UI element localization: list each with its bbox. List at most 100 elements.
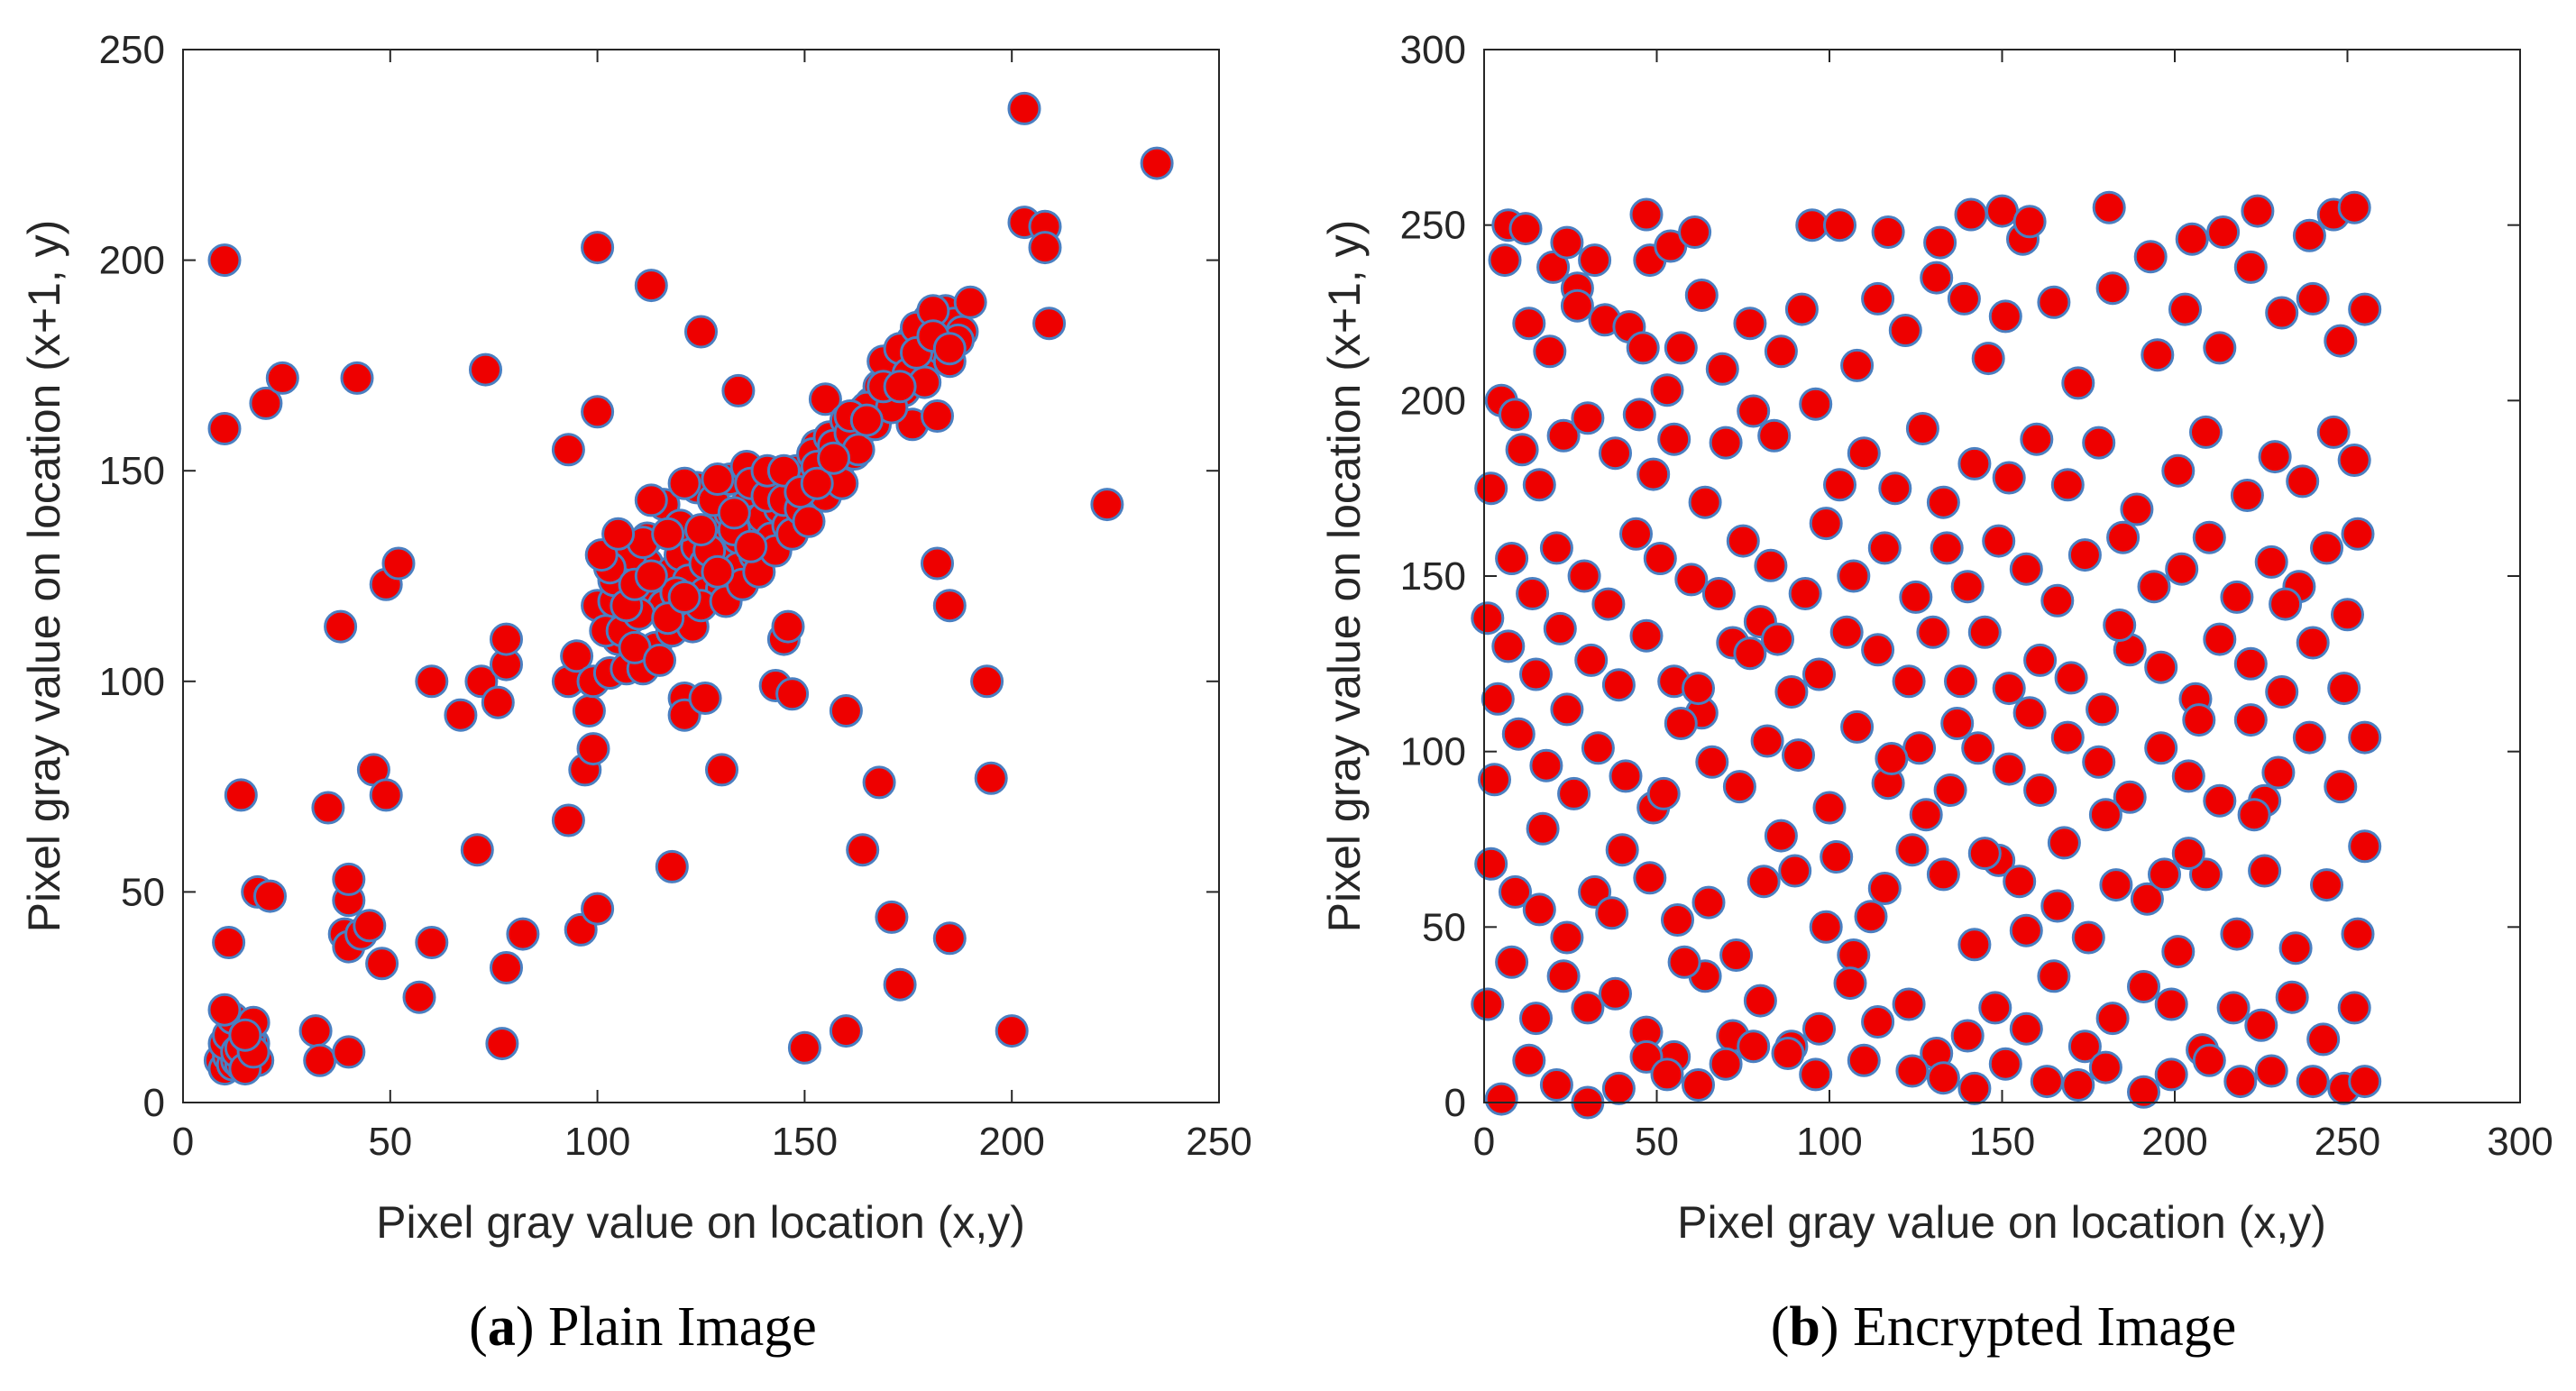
- data-point: [332, 1035, 366, 1069]
- data-point: [2088, 1050, 2122, 1084]
- data-point: [1782, 738, 1815, 773]
- data-point: [1499, 874, 1532, 909]
- data-point: [1837, 938, 1871, 972]
- data-point: [1491, 629, 1526, 663]
- data-point: [808, 382, 842, 416]
- data-point: [1861, 633, 1895, 667]
- data-point: [1488, 243, 1522, 278]
- panel-b-caption-text: Encrypted Image: [1853, 1296, 2236, 1358]
- data-point: [2348, 720, 2382, 755]
- data-point: [2348, 1065, 2382, 1099]
- data-point: [2141, 338, 2175, 372]
- data-point: [875, 900, 909, 934]
- data-point: [2067, 538, 2102, 572]
- data-point: [667, 580, 701, 614]
- data-point: [2216, 991, 2251, 1025]
- data-point: [2286, 464, 2320, 499]
- data-point: [2037, 959, 2071, 993]
- data-point: [1892, 664, 1926, 699]
- data-point: [1940, 707, 1975, 740]
- data-point: [1840, 709, 1875, 744]
- data-point: [2009, 552, 2043, 586]
- data-point: [2154, 1057, 2188, 1092]
- x-tick-label: 250: [2315, 1120, 2380, 1164]
- data-point: [1888, 314, 1922, 347]
- data-point: [2023, 643, 2058, 677]
- data-point: [2012, 205, 2047, 239]
- panel-b: 0 50 100 150 200 250 300 0 50 100 150 200 250 300 Pix…: [1319, 28, 2553, 1358]
- data-point: [2099, 868, 2133, 902]
- data-point: [2050, 468, 2085, 502]
- data-point: [207, 243, 242, 278]
- data-point: [862, 765, 896, 800]
- data-point: [932, 332, 967, 366]
- data-point: [2348, 829, 2382, 864]
- data-point: [485, 1027, 519, 1061]
- data-point: [1601, 1071, 1636, 1105]
- data-point: [1926, 1061, 1960, 1095]
- data-point: [1920, 261, 1954, 295]
- data-point: [2086, 692, 2120, 727]
- data-point: [1674, 563, 1709, 597]
- data-point: [2050, 720, 2085, 755]
- data-point: [2168, 292, 2202, 326]
- data-point: [2348, 292, 2382, 326]
- data-point: [2175, 222, 2209, 256]
- data-point: [2182, 703, 2216, 737]
- data-point: [1484, 1082, 1518, 1116]
- data-point: [1501, 717, 1536, 751]
- data-point: [1871, 215, 1905, 249]
- data-point: [1519, 657, 1553, 691]
- data-point: [2275, 980, 2309, 1014]
- data-point: [1867, 531, 1902, 565]
- data-point: [2106, 520, 2141, 554]
- data-point: [1474, 471, 1508, 506]
- data-point: [1557, 776, 1591, 810]
- data-point: [883, 370, 917, 404]
- x-tick-label: 0: [1473, 1120, 1495, 1164]
- data-point: [849, 403, 884, 437]
- panel-a-x-axis-label: Pixel gray value on location (x,y): [376, 1197, 1025, 1248]
- data-point: [2047, 826, 2081, 860]
- data-point: [1837, 559, 1871, 593]
- y-tick-label: 200: [99, 239, 165, 283]
- data-point: [1474, 846, 1508, 881]
- y-tick-label: 100: [99, 660, 165, 704]
- data-point: [667, 466, 701, 500]
- data-point: [643, 643, 676, 677]
- data-point: [2254, 1054, 2288, 1088]
- data-point: [2192, 1043, 2226, 1077]
- data-point: [1609, 759, 1643, 793]
- data-point: [1543, 611, 1577, 645]
- data-point: [2324, 324, 2358, 358]
- data-point: [1795, 208, 1829, 243]
- panel-b-x-axis-label: Pixel gray value on location (x,y): [1677, 1197, 2326, 1248]
- data-point: [2137, 570, 2171, 604]
- data-point: [551, 433, 585, 467]
- data-point: [1895, 833, 1930, 867]
- data-point: [1512, 307, 1546, 341]
- data-point: [634, 559, 668, 593]
- data-point: [2206, 215, 2241, 249]
- data-point: [2233, 703, 2268, 737]
- data-point: [2220, 917, 2254, 951]
- data-point: [921, 546, 954, 581]
- data-point: [1619, 517, 1653, 551]
- data-point: [1650, 373, 1684, 407]
- data-point: [1705, 352, 1739, 386]
- data-point: [2324, 770, 2358, 804]
- y-tick-label: 250: [1400, 204, 1466, 248]
- data-point: [1667, 945, 1701, 979]
- data-point: [2103, 609, 2137, 642]
- data-point: [1992, 461, 2026, 495]
- data-point: [1733, 307, 1767, 341]
- data-point: [2261, 755, 2296, 790]
- data-point: [1867, 872, 1902, 905]
- data-point: [1809, 507, 1843, 541]
- data-point: [2127, 970, 2160, 1003]
- data-point: [490, 622, 523, 656]
- x-tick-label: 250: [1186, 1120, 1251, 1164]
- data-point: [2037, 285, 2071, 319]
- data-point: [1691, 885, 1726, 920]
- y-tick-label: 200: [1400, 379, 1466, 423]
